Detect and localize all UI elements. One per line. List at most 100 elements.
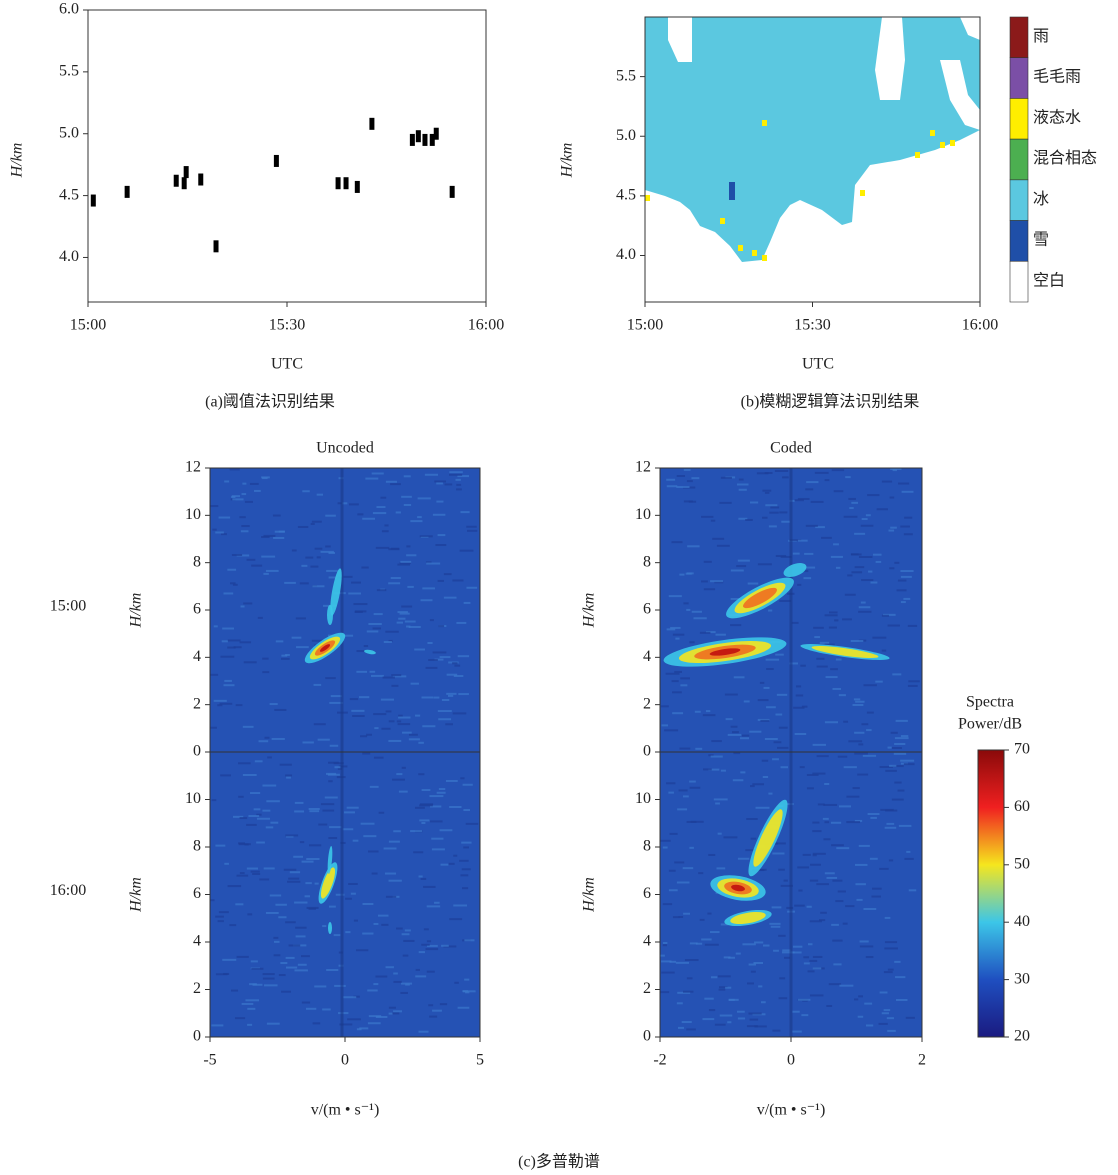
- noise: [354, 610, 367, 613]
- noise: [865, 514, 871, 517]
- noise: [271, 737, 285, 740]
- noise: [806, 905, 812, 908]
- noise: [352, 839, 359, 842]
- noise: [217, 920, 224, 923]
- noise: [846, 795, 860, 798]
- noise: [466, 525, 477, 528]
- noise: [758, 985, 763, 988]
- noise: [265, 826, 274, 829]
- noise: [861, 723, 869, 726]
- noise: [373, 756, 384, 759]
- noise: [239, 872, 245, 875]
- noise: [886, 1017, 894, 1020]
- noise: [312, 585, 325, 588]
- noise: [349, 698, 359, 701]
- noise: [438, 718, 452, 721]
- noise: [279, 763, 292, 766]
- noise: [308, 844, 322, 847]
- noise: [745, 518, 753, 521]
- noise: [795, 685, 802, 688]
- noise: [797, 998, 811, 1001]
- noise: [272, 514, 281, 517]
- echo-point: [124, 185, 130, 198]
- noise: [854, 863, 868, 866]
- noise: [749, 501, 759, 504]
- noise: [252, 872, 261, 875]
- noise: [285, 834, 299, 837]
- noise: [266, 1022, 280, 1025]
- noise: [775, 554, 787, 557]
- noise: [443, 573, 452, 576]
- noise: [426, 905, 441, 908]
- noise: [747, 982, 754, 985]
- noise: [875, 560, 882, 563]
- noise: [410, 520, 423, 523]
- noise: [398, 617, 406, 620]
- noise: [830, 821, 842, 824]
- noise: [355, 949, 369, 952]
- x-tick-label: 15:30: [794, 317, 830, 334]
- echo-blob: [328, 922, 332, 934]
- noise: [863, 908, 877, 911]
- y-tick-label: 4.5: [59, 186, 79, 203]
- noise: [334, 592, 346, 595]
- echo-point: [90, 194, 96, 207]
- noise: [702, 714, 716, 717]
- noise: [772, 842, 786, 845]
- noise: [844, 593, 856, 596]
- noise: [813, 626, 824, 629]
- noise: [725, 718, 733, 721]
- blank-region: [668, 17, 692, 62]
- noise: [797, 583, 802, 586]
- noise: [343, 575, 353, 578]
- noise: [294, 801, 304, 804]
- noise: [453, 904, 468, 907]
- noise: [794, 499, 804, 502]
- echo-blob: [327, 605, 333, 625]
- noise: [418, 1030, 429, 1033]
- noise: [809, 879, 819, 882]
- noise: [334, 984, 346, 987]
- noise: [385, 710, 392, 713]
- noise: [210, 673, 219, 676]
- noise: [683, 468, 691, 471]
- noise: [879, 766, 893, 769]
- noise: [457, 475, 470, 478]
- x-tick-label: -2: [653, 1052, 666, 1069]
- noise: [362, 752, 371, 755]
- noise: [852, 703, 864, 706]
- noise: [861, 518, 868, 521]
- noise: [763, 686, 770, 689]
- x-tick-label: 0: [341, 1052, 349, 1069]
- noise: [660, 839, 671, 842]
- noise: [907, 624, 918, 627]
- noise: [259, 878, 270, 881]
- noise: [262, 657, 269, 660]
- noise: [403, 475, 411, 478]
- noise: [325, 514, 336, 517]
- noise: [352, 714, 365, 717]
- noise: [799, 766, 805, 769]
- x-tick-label: 5: [476, 1052, 484, 1069]
- noise: [436, 500, 444, 503]
- noise: [316, 493, 324, 496]
- x-tick-label: 15:00: [627, 317, 663, 334]
- noise: [845, 476, 851, 479]
- noise: [393, 1010, 403, 1013]
- noise: [855, 700, 865, 703]
- noise: [249, 482, 259, 485]
- noise: [301, 955, 310, 958]
- noise: [317, 738, 330, 741]
- noise: [775, 653, 784, 656]
- noise: [661, 960, 672, 963]
- y-tick-label: 8: [643, 553, 651, 570]
- noise: [737, 857, 750, 860]
- noise: [894, 743, 906, 746]
- noise: [802, 853, 811, 856]
- noise: [816, 755, 829, 758]
- noise: [401, 605, 413, 608]
- noise: [294, 810, 305, 813]
- noise: [388, 739, 402, 742]
- noise: [423, 928, 429, 931]
